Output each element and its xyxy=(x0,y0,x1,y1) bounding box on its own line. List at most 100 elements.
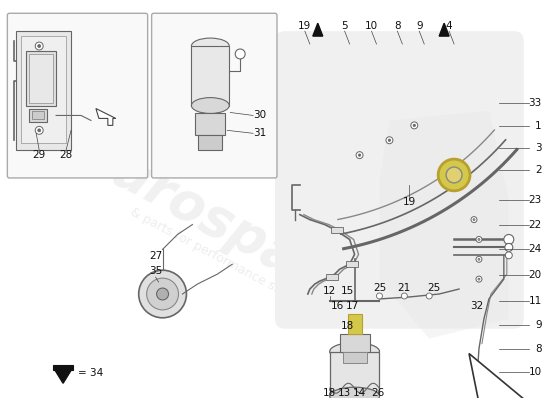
Polygon shape xyxy=(469,354,529,400)
Bar xyxy=(348,314,361,334)
Polygon shape xyxy=(379,110,509,339)
Text: 16: 16 xyxy=(331,301,344,311)
Circle shape xyxy=(356,152,363,159)
Circle shape xyxy=(38,129,41,132)
Text: eurospares: eurospares xyxy=(71,128,389,331)
Text: 11: 11 xyxy=(529,296,542,306)
Bar xyxy=(191,46,229,106)
Bar xyxy=(326,274,338,280)
Text: 33: 33 xyxy=(529,98,542,108)
Text: 3: 3 xyxy=(535,143,542,153)
Text: 19: 19 xyxy=(298,21,311,31)
Circle shape xyxy=(505,252,512,259)
Text: 9: 9 xyxy=(535,320,542,330)
Circle shape xyxy=(473,219,475,221)
Text: 10: 10 xyxy=(529,367,542,377)
Circle shape xyxy=(402,293,408,299)
Bar xyxy=(29,108,47,122)
Text: 20: 20 xyxy=(529,270,542,280)
Ellipse shape xyxy=(191,38,229,54)
Circle shape xyxy=(505,244,513,251)
Text: & parts for performance since 1987: & parts for performance since 1987 xyxy=(128,206,332,322)
Text: 25: 25 xyxy=(427,283,441,293)
Circle shape xyxy=(478,238,480,240)
Circle shape xyxy=(471,217,477,222)
Circle shape xyxy=(38,44,41,48)
Text: 23: 23 xyxy=(529,195,542,205)
Ellipse shape xyxy=(191,98,229,114)
Circle shape xyxy=(157,288,168,300)
Text: 18: 18 xyxy=(323,388,337,398)
Text: 2: 2 xyxy=(535,165,542,175)
Bar xyxy=(199,135,222,150)
Text: 28: 28 xyxy=(59,150,73,160)
Polygon shape xyxy=(313,23,323,36)
Text: 27: 27 xyxy=(149,251,162,261)
Circle shape xyxy=(139,270,186,318)
Circle shape xyxy=(476,236,482,242)
Ellipse shape xyxy=(329,387,380,400)
Text: 1: 1 xyxy=(535,121,542,131)
Polygon shape xyxy=(55,370,71,383)
Circle shape xyxy=(438,159,470,191)
Circle shape xyxy=(35,42,43,50)
Circle shape xyxy=(377,293,382,299)
Text: 5: 5 xyxy=(342,21,348,31)
Text: 25: 25 xyxy=(373,283,386,293)
Circle shape xyxy=(478,278,480,280)
Text: 9: 9 xyxy=(416,21,422,31)
Text: 24: 24 xyxy=(529,244,542,254)
Bar xyxy=(340,334,370,352)
Circle shape xyxy=(478,258,480,260)
Circle shape xyxy=(386,137,393,144)
Bar xyxy=(329,352,380,396)
Bar xyxy=(32,112,44,120)
Circle shape xyxy=(388,139,390,142)
FancyBboxPatch shape xyxy=(152,13,277,178)
Text: 32: 32 xyxy=(470,301,483,311)
Text: 21: 21 xyxy=(398,283,411,293)
Bar xyxy=(331,226,343,232)
Text: 10: 10 xyxy=(365,21,378,31)
Bar xyxy=(26,51,56,106)
Text: = 34: = 34 xyxy=(78,368,103,378)
Circle shape xyxy=(504,234,514,244)
Bar xyxy=(53,366,73,370)
Text: 8: 8 xyxy=(535,344,542,354)
Text: 4: 4 xyxy=(446,21,453,31)
Text: 35: 35 xyxy=(149,266,162,276)
FancyBboxPatch shape xyxy=(275,31,524,329)
Text: 17: 17 xyxy=(346,301,359,311)
Text: 15: 15 xyxy=(341,286,354,296)
Text: 29: 29 xyxy=(32,150,46,160)
Text: 14: 14 xyxy=(353,388,366,398)
Text: 13: 13 xyxy=(338,388,351,398)
Circle shape xyxy=(476,256,482,262)
Bar xyxy=(21,36,66,143)
Ellipse shape xyxy=(329,343,380,360)
FancyBboxPatch shape xyxy=(7,13,147,178)
Circle shape xyxy=(413,124,415,126)
Bar xyxy=(343,352,366,364)
Circle shape xyxy=(446,167,462,183)
Text: 26: 26 xyxy=(371,388,384,398)
Circle shape xyxy=(147,278,179,310)
Polygon shape xyxy=(439,23,449,36)
Circle shape xyxy=(35,126,43,134)
Text: 22: 22 xyxy=(529,220,542,230)
Text: 31: 31 xyxy=(253,128,266,138)
Text: 8: 8 xyxy=(394,21,401,31)
Bar xyxy=(195,114,226,135)
Circle shape xyxy=(426,293,432,299)
Text: 30: 30 xyxy=(253,110,266,120)
Polygon shape xyxy=(96,108,116,125)
Circle shape xyxy=(411,122,418,129)
Bar xyxy=(16,31,71,150)
Circle shape xyxy=(359,154,361,156)
Bar xyxy=(345,261,358,267)
Circle shape xyxy=(476,276,482,282)
Bar xyxy=(29,54,53,102)
Text: 18: 18 xyxy=(341,321,354,331)
Text: 12: 12 xyxy=(323,286,337,296)
Text: 19: 19 xyxy=(403,197,416,207)
